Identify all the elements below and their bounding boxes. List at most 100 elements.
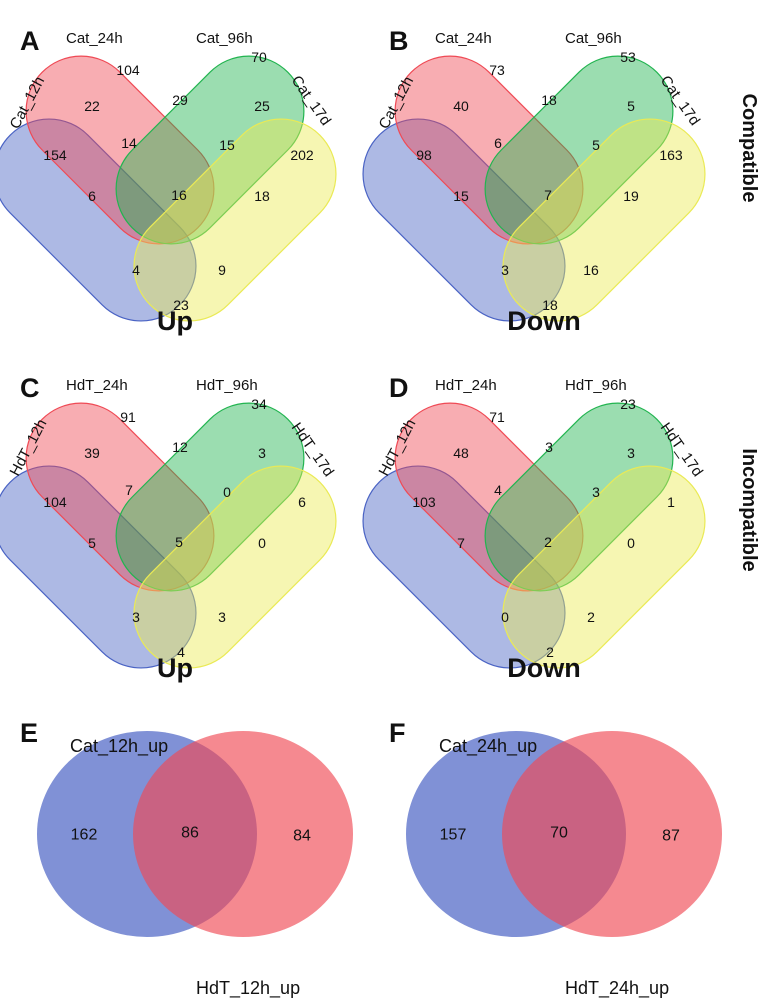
region-acd-count: 3	[132, 609, 140, 625]
region-abc-count: 4	[494, 482, 502, 498]
region-a-count: 104	[43, 494, 67, 510]
right-set-label: HdT_24h_up	[565, 978, 669, 999]
direction-label: Up	[157, 653, 193, 683]
region-bcd-count: 0	[223, 484, 231, 500]
region-abc-count: 7	[125, 482, 133, 498]
region-b-count: 71	[489, 409, 505, 425]
region-bc-count: 18	[541, 92, 557, 108]
set-4-shape	[502, 465, 706, 669]
venn2-panel-e: E Cat_12h_up HdT_12h_up 162 86 84	[20, 718, 353, 999]
only-right-count: 84	[293, 828, 311, 845]
right-set-shape	[133, 731, 353, 937]
right-set-shape	[502, 731, 722, 937]
direction-label: Down	[507, 306, 581, 336]
region-c-count: 34	[251, 396, 267, 412]
panel-letter: B	[389, 26, 409, 56]
panel-letter: E	[20, 718, 38, 748]
left-set-label: Cat_24h_up	[439, 736, 537, 757]
region-acd-count: 4	[132, 262, 140, 278]
side-label-incompatible: Incompatible	[738, 448, 760, 571]
set-3-shape	[484, 55, 674, 245]
set-label-3: HdT_96h	[565, 377, 627, 394]
region-acd-count: 0	[501, 609, 509, 625]
region-d-count: 1	[667, 494, 675, 510]
both-count: 86	[181, 825, 199, 842]
side-label-compatible: Compatible	[738, 94, 760, 203]
only-left-count: 162	[71, 827, 98, 844]
region-abd-count: 3	[218, 609, 226, 625]
set-label-3: HdT_96h	[196, 377, 258, 394]
both-count: 70	[550, 825, 568, 842]
region-ac-count: 7	[457, 535, 465, 551]
set-2-shape	[25, 55, 215, 245]
set-4-shape	[133, 465, 337, 669]
left-set-label: Cat_12h_up	[70, 736, 168, 757]
only-left-count: 157	[440, 827, 467, 844]
region-abd-count: 16	[583, 262, 599, 278]
region-ab-count: 39	[84, 445, 100, 461]
set-1-shape	[362, 118, 566, 322]
panel-letter: D	[389, 373, 409, 403]
region-ab-count: 22	[84, 98, 100, 114]
set-2-shape	[25, 402, 215, 592]
region-bcd-count: 15	[219, 137, 235, 153]
panel-letter: A	[20, 26, 40, 56]
region-abcd-count: 16	[171, 187, 187, 203]
region-bd-count: 18	[254, 188, 270, 204]
region-acd-count: 3	[501, 262, 509, 278]
set-label-2: HdT_24h	[435, 377, 497, 394]
region-a-count: 98	[416, 147, 432, 163]
region-cd-count: 5	[627, 98, 635, 114]
region-abd-count: 2	[587, 609, 595, 625]
region-b-count: 73	[489, 62, 505, 78]
set-label-2: Cat_24h	[435, 30, 492, 47]
region-d-count: 6	[298, 494, 306, 510]
region-c-count: 23	[620, 396, 636, 412]
region-cd-count: 25	[254, 98, 270, 114]
region-ad-count: 4	[177, 644, 185, 660]
region-b-count: 104	[116, 62, 140, 78]
set-3-shape	[115, 402, 305, 592]
region-a-count: 103	[412, 494, 436, 510]
set-4-shape	[502, 118, 706, 322]
right-set-label: HdT_12h_up	[196, 978, 300, 999]
region-abc-count: 14	[121, 135, 137, 151]
only-right-count: 87	[662, 828, 680, 845]
region-bcd-count: 3	[592, 484, 600, 500]
set-2-shape	[394, 402, 584, 592]
region-bd-count: 0	[627, 535, 635, 551]
region-bd-count: 0	[258, 535, 266, 551]
panel-letter: C	[20, 373, 40, 403]
region-ac-count: 6	[88, 188, 96, 204]
panel-letter: F	[389, 718, 406, 748]
region-bc-count: 29	[172, 92, 188, 108]
region-ad-count: 23	[173, 297, 189, 313]
region-c-count: 53	[620, 49, 636, 65]
region-d-count: 202	[290, 147, 314, 163]
set-1-shape	[0, 465, 197, 669]
direction-label: Down	[507, 653, 581, 683]
region-bcd-count: 5	[592, 137, 600, 153]
set-label-2: Cat_24h	[66, 30, 123, 47]
region-abcd-count: 2	[544, 534, 552, 550]
set-1-shape	[0, 118, 197, 322]
region-bc-count: 12	[172, 439, 188, 455]
region-b-count: 91	[120, 409, 136, 425]
region-abd-count: 9	[218, 262, 226, 278]
region-d-count: 163	[659, 147, 683, 163]
set-label-3: Cat_96h	[565, 30, 622, 47]
region-ac-count: 5	[88, 535, 96, 551]
region-bd-count: 19	[623, 188, 639, 204]
region-abc-count: 6	[494, 135, 502, 151]
region-cd-count: 3	[627, 445, 635, 461]
region-ab-count: 40	[453, 98, 469, 114]
region-ac-count: 15	[453, 188, 469, 204]
region-ad-count: 2	[546, 644, 554, 660]
set-label-2: HdT_24h	[66, 377, 128, 394]
region-ad-count: 18	[542, 297, 558, 313]
